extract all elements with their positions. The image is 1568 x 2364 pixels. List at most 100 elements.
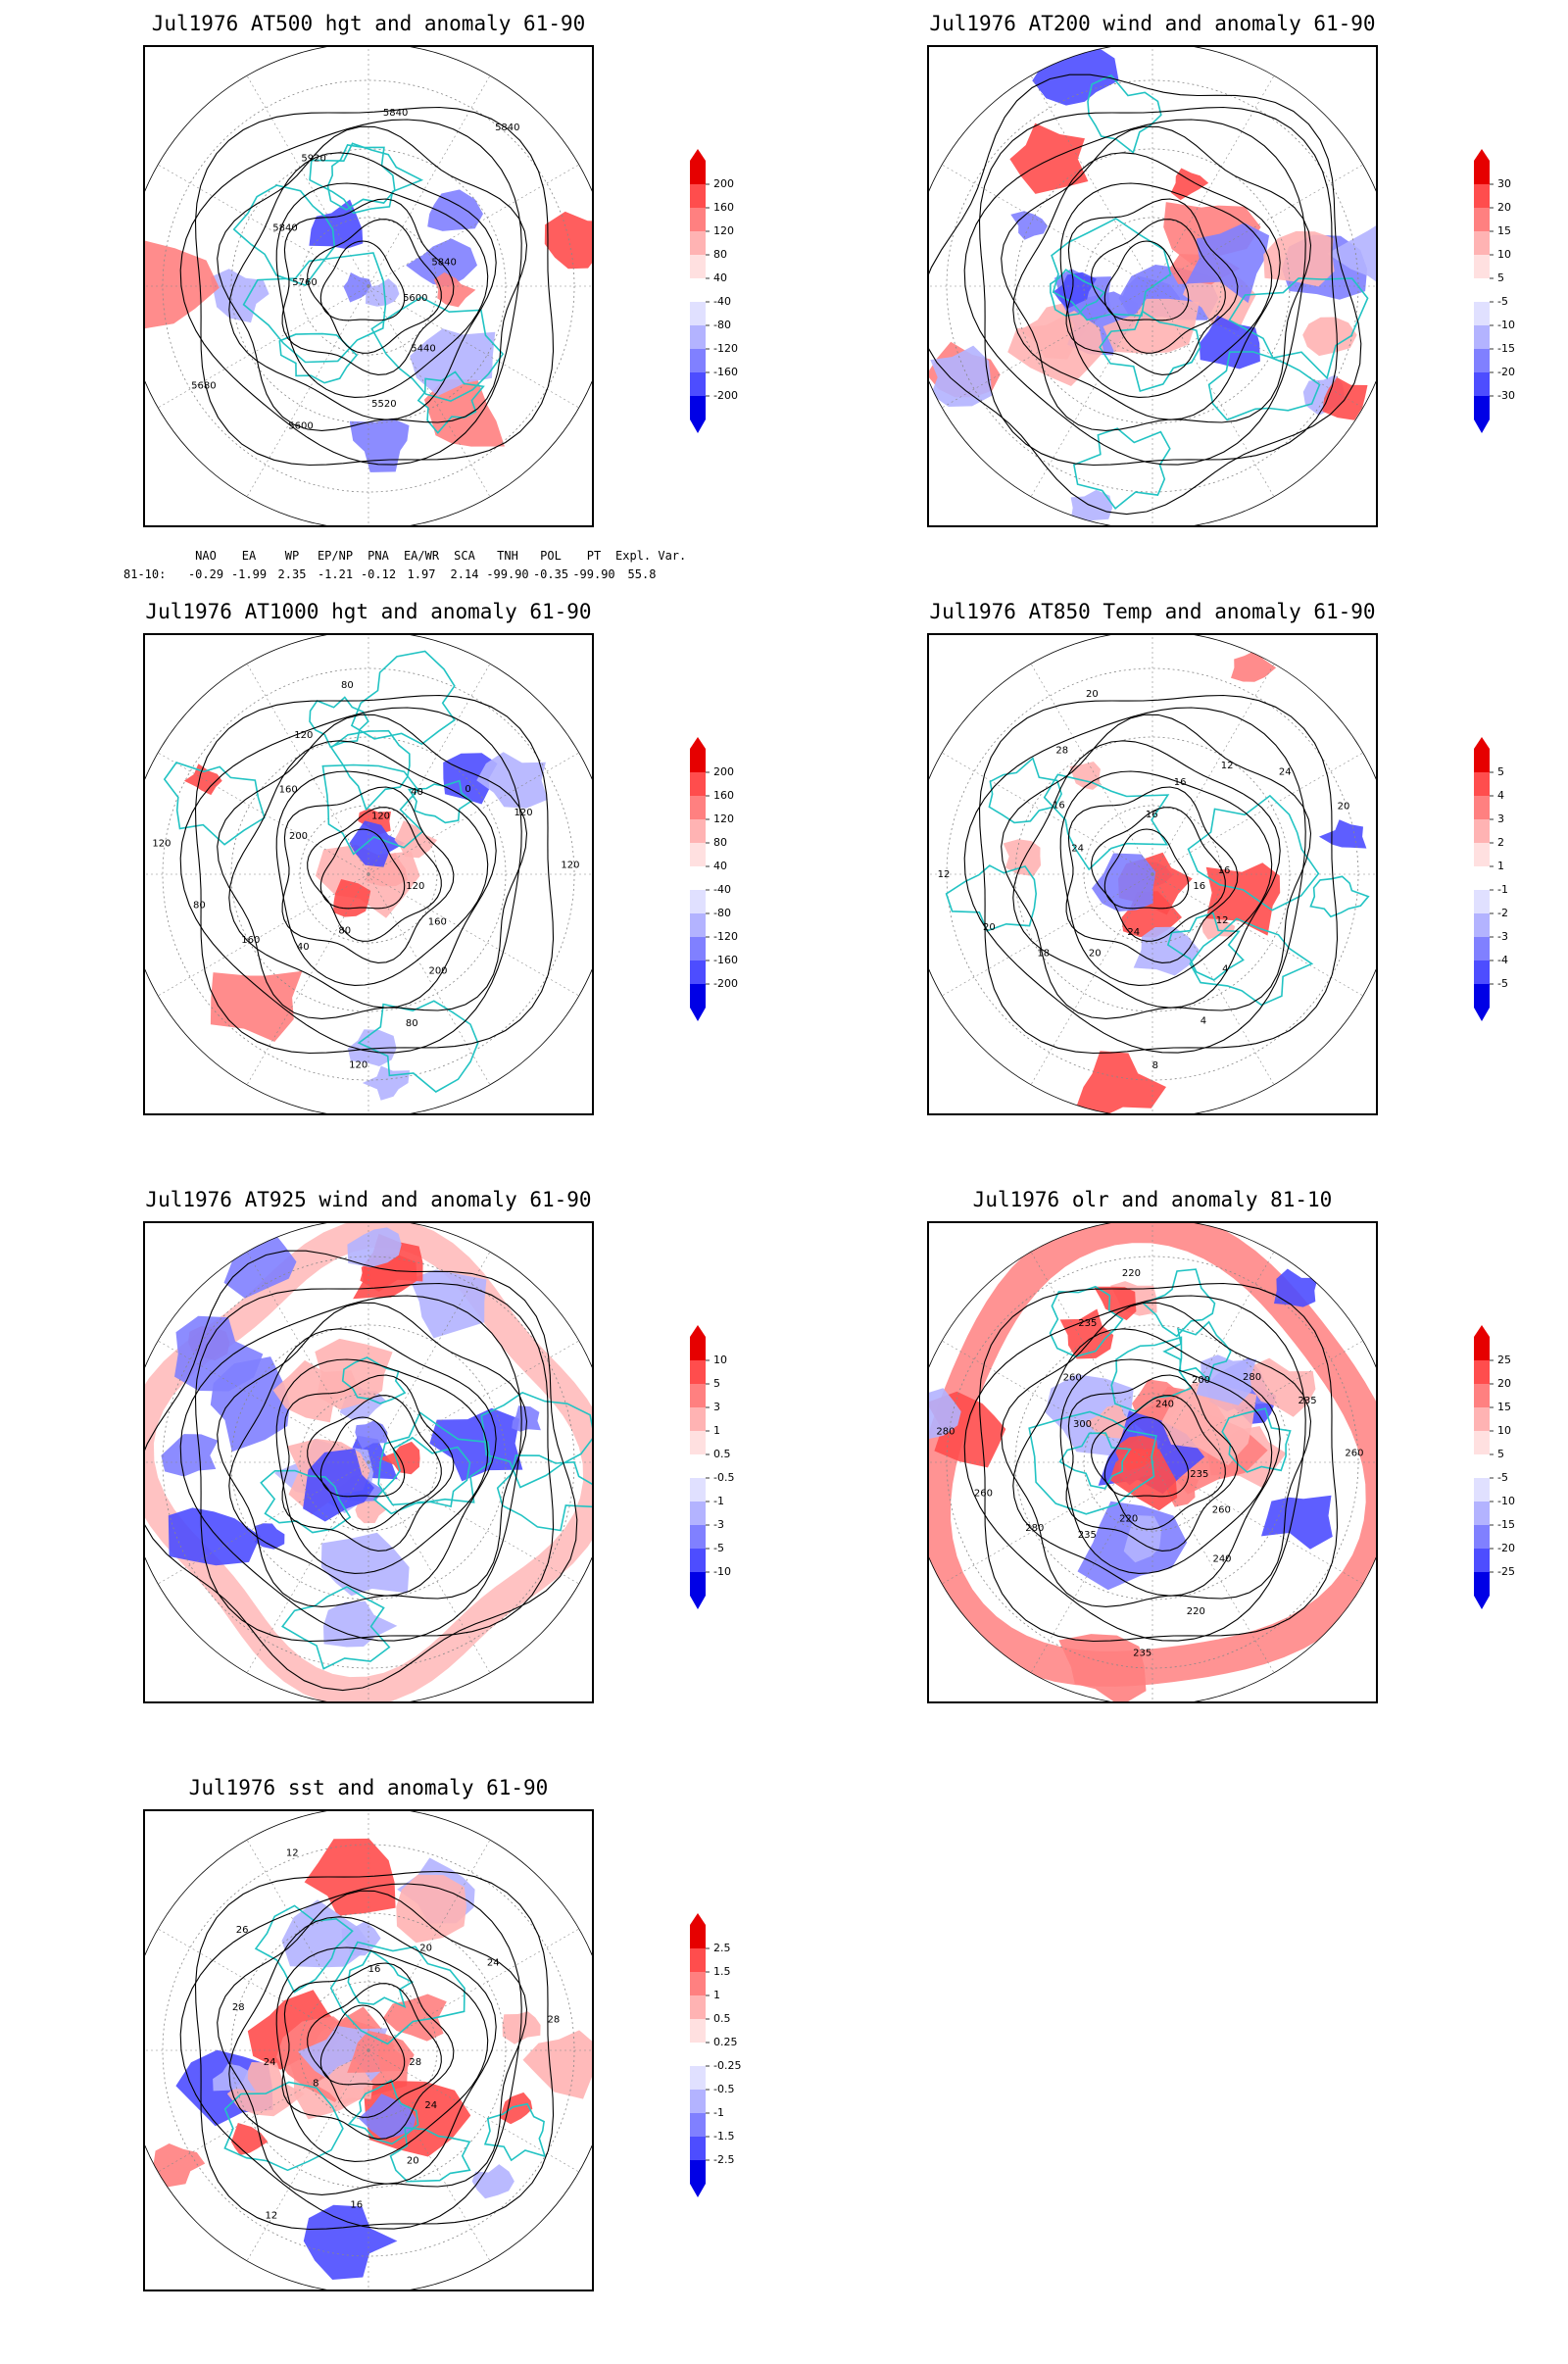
meridian-line [368, 664, 491, 875]
colorbar-segment [1474, 1478, 1490, 1502]
cold-anomaly [1092, 853, 1156, 912]
colorbar-segment [690, 2160, 706, 2184]
cold-anomaly [362, 1065, 410, 1101]
colorbar-top-arrow [1474, 1325, 1490, 1337]
anomaly-band [929, 1223, 1376, 1687]
landmass-outline [347, 1949, 415, 2009]
index-header: Expl. Var. [615, 549, 687, 563]
contour-line [217, 1890, 528, 2195]
cold-anomaly [303, 1449, 374, 1522]
colorbar-label: -1 [713, 1495, 724, 1507]
colorbar-top-arrow [690, 737, 706, 749]
colorbar-top-arrow [1474, 149, 1490, 161]
colorbar-labels: 5 4 3 2 1 -1 -2 -3 -4 -5 [1497, 737, 1537, 1031]
coastlines [260, 1356, 592, 1670]
landmass-outline [1072, 427, 1171, 510]
contour-label: 16 [1146, 810, 1158, 820]
contour-line [1091, 1395, 1226, 1530]
colorbar-label: 200 [713, 177, 734, 190]
colorbar-label: -40 [713, 295, 731, 308]
contour-line [1059, 770, 1273, 986]
colorbar-top-arrow [1474, 737, 1490, 749]
landmass-outline [163, 762, 266, 846]
landmass-outline [281, 1586, 391, 1670]
contour-label: 20 [983, 922, 996, 933]
contour-line [1103, 828, 1190, 910]
map-canvas [145, 1223, 592, 1701]
landmass-outline [1110, 1336, 1193, 1413]
contour-label: 16 [1193, 881, 1205, 892]
colorbar-label: -5 [1497, 1471, 1508, 1484]
meridian-line [942, 164, 1153, 287]
streamline [1059, 182, 1273, 398]
colorbar-label: 120 [713, 224, 734, 237]
colorbar-segment [690, 1995, 706, 2019]
meridian-line [1152, 285, 1275, 497]
contour-label: 12 [286, 1848, 299, 1859]
coastlines [1050, 74, 1369, 510]
polar-map: 5600 5440 5520 5600 5680 5760 5840 5920 5840 5840… [143, 45, 594, 527]
meridian-line [942, 1461, 1153, 1585]
coastlines [945, 757, 1370, 1007]
contour-line [217, 714, 528, 1019]
contour-label: 28 [409, 2057, 421, 2068]
colorbar: 25 20 15 10 5 -5 -10 -15 -20 -25 [1466, 1325, 1515, 1619]
streamline [145, 1250, 578, 1692]
contour-label: 24 [1279, 767, 1292, 778]
contour-lines [179, 1870, 555, 2231]
indices-row-label: 81-10: [123, 567, 167, 581]
contour-line [228, 1916, 497, 2185]
contour-label: 160 [241, 935, 260, 946]
contour-label: 28 [548, 2015, 561, 2026]
warm-anomaly [1263, 230, 1335, 287]
polar-map [143, 1221, 594, 1703]
landmass-outline [480, 1392, 592, 1489]
colorbar-label: -15 [1497, 1518, 1515, 1531]
landmass-outline [1099, 310, 1201, 393]
contour-line [179, 707, 522, 1054]
meridian-line [1152, 873, 1363, 997]
streamline [179, 1295, 522, 1642]
colorbar-segment [690, 1337, 706, 1360]
colorbar-segment [690, 772, 706, 796]
contour-line [179, 119, 522, 466]
colorbar-segment [690, 1572, 706, 1596]
index-value: -99.90 [486, 567, 529, 581]
meridian-line [1152, 664, 1275, 875]
colorbar-label: 5 [1497, 1448, 1504, 1460]
contour-label: 8 [313, 2079, 318, 2090]
polar-map: 235 260 240 220 235 220 235 280 260 280 300 260 235 2… [927, 1221, 1378, 1703]
warm-anomaly [1201, 915, 1236, 940]
colorbar-segment [690, 913, 706, 937]
meridian-line [1030, 873, 1153, 1085]
colorbar-segment [690, 1384, 706, 1407]
colorbar-segment [690, 2066, 706, 2090]
warm-anomaly [210, 970, 303, 1042]
warm-anomaly [183, 763, 222, 796]
contour-label: 300 [1073, 1419, 1092, 1430]
contour-line [228, 740, 497, 1009]
contour-line [1059, 1358, 1273, 1574]
contour-line [179, 1883, 522, 2230]
contour-line [194, 1870, 555, 2231]
index-header: PT [586, 549, 602, 563]
landmass-outline [1189, 917, 1314, 1007]
landmass-outline [1162, 1320, 1232, 1382]
contour-label: 5840 [495, 123, 519, 133]
panel-p200: Jul1976 AT200 wind and anomaly 61-90 30 20… [927, 12, 1515, 600]
colorbar-segment [690, 1972, 706, 1995]
meridian-line [368, 1461, 491, 1673]
colorbar-label: -120 [713, 930, 738, 943]
landmass-outline [242, 252, 387, 364]
contour-label: 16 [1053, 801, 1065, 812]
index-header: POL [540, 549, 562, 563]
landmass-outline [1058, 1432, 1132, 1490]
contour-label: 12 [266, 2210, 278, 2221]
colorbar-label: 0.5 [713, 2012, 731, 2025]
colorbar-segment [1474, 960, 1490, 984]
colorbar-segment [1474, 255, 1490, 278]
warm-anomaly [522, 2030, 592, 2099]
colorbar-segment [1474, 1454, 1490, 1478]
colorbar-label: -5 [1497, 295, 1508, 308]
panel-title: Jul1976 AT850 Temp and anomaly 61-90 [929, 600, 1376, 623]
